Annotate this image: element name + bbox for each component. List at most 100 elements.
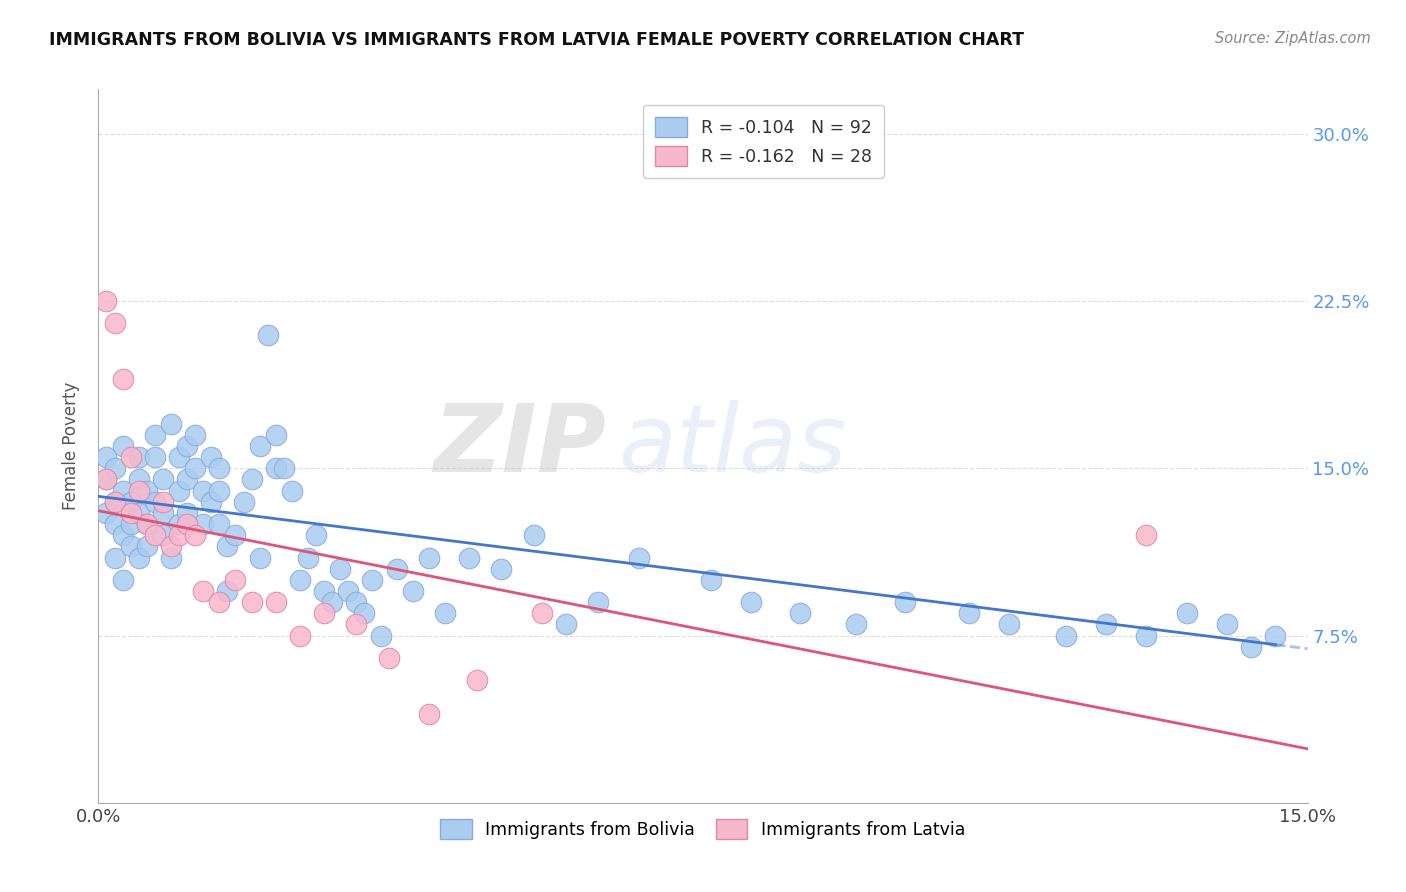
Point [370, 628, 392, 642]
Point [152, 506, 174, 520]
Point [128, 550, 150, 565]
Point [288, 573, 311, 587]
Point [103, 461, 125, 475]
Point [465, 673, 488, 687]
Point [120, 516, 142, 531]
Point [176, 506, 198, 520]
Point [217, 583, 239, 598]
Point [256, 327, 278, 342]
Point [96, 473, 118, 487]
Point [128, 473, 150, 487]
Point [1095, 617, 1118, 632]
Point [184, 461, 207, 475]
Point [96, 473, 118, 487]
Point [160, 550, 183, 565]
Point [957, 607, 980, 621]
Point [740, 595, 762, 609]
Point [281, 483, 304, 498]
Point [167, 483, 190, 498]
Point [418, 706, 440, 721]
Point [208, 595, 231, 609]
Point [96, 293, 118, 308]
Point [1135, 628, 1157, 642]
Point [1240, 640, 1263, 654]
Point [264, 595, 287, 609]
Point [193, 516, 215, 531]
Point [217, 539, 239, 553]
Point [321, 595, 343, 609]
Point [314, 607, 336, 621]
Point [184, 528, 207, 542]
Point [152, 494, 174, 508]
Text: ZIP: ZIP [433, 400, 606, 492]
Point [120, 494, 142, 508]
Text: IMMIGRANTS FROM BOLIVIA VS IMMIGRANTS FROM LATVIA FEMALE POVERTY CORRELATION CHA: IMMIGRANTS FROM BOLIVIA VS IMMIGRANTS FR… [49, 31, 1024, 49]
Point [344, 595, 367, 609]
Point [167, 516, 190, 531]
Point [530, 607, 553, 621]
Point [135, 516, 157, 531]
Point [128, 450, 150, 464]
Point [103, 316, 125, 330]
Point [458, 550, 481, 565]
Point [845, 617, 868, 632]
Point [184, 427, 207, 442]
Point [1054, 628, 1077, 642]
Point [111, 439, 134, 453]
Point [193, 583, 215, 598]
Point [344, 617, 367, 632]
Point [103, 516, 125, 531]
Point [491, 562, 513, 576]
Point [1175, 607, 1198, 621]
Point [111, 372, 134, 386]
Point [128, 483, 150, 498]
Point [273, 461, 295, 475]
Point [523, 528, 546, 542]
Point [167, 528, 190, 542]
Point [103, 494, 125, 508]
Point [240, 473, 263, 487]
Point [208, 461, 231, 475]
Point [240, 595, 263, 609]
Point [418, 550, 440, 565]
Point [193, 483, 215, 498]
Point [120, 450, 142, 464]
Point [249, 439, 271, 453]
Point [434, 607, 457, 621]
Point [160, 539, 183, 553]
Point [377, 651, 399, 665]
Point [224, 528, 246, 542]
Point [96, 450, 118, 464]
Point [152, 473, 174, 487]
Point [128, 506, 150, 520]
Point [305, 528, 328, 542]
Legend: Immigrants from Bolivia, Immigrants from Latvia: Immigrants from Bolivia, Immigrants from… [432, 810, 974, 847]
Point [200, 494, 222, 508]
Point [176, 473, 198, 487]
Point [249, 550, 271, 565]
Point [998, 617, 1021, 632]
Point [208, 483, 231, 498]
Point [176, 516, 198, 531]
Point [167, 450, 190, 464]
Point [143, 528, 166, 542]
Point [111, 483, 134, 498]
Point [135, 516, 157, 531]
Point [120, 506, 142, 520]
Point [1264, 628, 1286, 642]
Point [176, 439, 198, 453]
Point [353, 607, 375, 621]
Point [143, 450, 166, 464]
Point [1216, 617, 1239, 632]
Point [143, 494, 166, 508]
Point [143, 427, 166, 442]
Point [668, 137, 690, 152]
Point [329, 562, 352, 576]
Point [337, 583, 360, 598]
Point [361, 573, 384, 587]
Point [288, 628, 311, 642]
Point [135, 483, 157, 498]
Point [111, 528, 134, 542]
Point [208, 516, 231, 531]
Point [700, 573, 723, 587]
